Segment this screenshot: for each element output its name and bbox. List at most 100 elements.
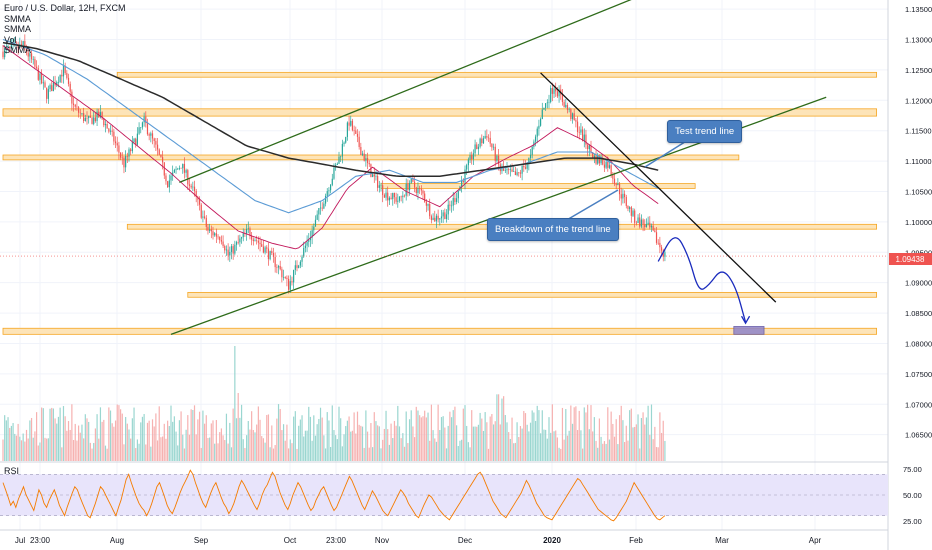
rsi-label[interactable]: RSI	[4, 466, 20, 476]
volume-bar	[571, 423, 574, 461]
volume-bar	[563, 439, 565, 461]
candle-body	[440, 216, 443, 219]
candle-body	[126, 156, 128, 157]
candle-body	[624, 193, 626, 198]
candle-body	[204, 216, 206, 218]
volume-bar	[402, 433, 404, 461]
volume-bar	[239, 417, 241, 461]
volume-bar	[83, 438, 85, 461]
volume-bar	[57, 416, 60, 461]
candle-body	[299, 261, 301, 266]
candle-body	[526, 163, 528, 169]
volume-bar	[447, 425, 449, 461]
volume-bar	[276, 418, 278, 461]
candle-body	[605, 161, 607, 168]
candle-body	[125, 156, 127, 168]
candle-body	[276, 267, 278, 268]
candle-body	[387, 192, 389, 201]
projection-path[interactable]	[657, 237, 765, 335]
candle-body	[571, 113, 574, 120]
candle-body	[272, 253, 275, 257]
indicator-smma-3[interactable]: SMMA	[4, 45, 31, 55]
candle-body	[645, 224, 648, 228]
indicator-smma-2[interactable]: SMMA	[4, 24, 31, 34]
candle-body	[582, 129, 584, 141]
candle-body	[484, 136, 486, 139]
volume-bar	[400, 438, 402, 461]
volume-bar	[659, 412, 661, 461]
volume-bar	[12, 423, 14, 461]
volume-bar	[459, 440, 461, 461]
price-tick-label: 1.10500	[905, 187, 932, 196]
volume-bar	[288, 448, 290, 461]
chart-legend: Euro / U.S. Dollar, 12H, FXCM SMMA SMMA …	[4, 3, 126, 56]
volume-bar	[620, 405, 622, 461]
breakdown-callout[interactable]: Breakdown of the trend line	[487, 218, 619, 241]
candle-body	[187, 170, 189, 185]
candle-body	[64, 65, 66, 74]
candle-body	[514, 171, 516, 176]
time-tick-label: Jul	[15, 536, 25, 545]
candle-body	[467, 159, 469, 166]
candle-body	[27, 52, 29, 57]
candle-body	[44, 82, 46, 88]
volume-bar	[272, 448, 275, 461]
candle-body	[264, 247, 266, 253]
trend-lines[interactable]	[0, 0, 888, 335]
volume-bar	[37, 445, 39, 461]
volume-bar	[17, 423, 19, 461]
rsi-tick-label: 75.00	[903, 465, 922, 474]
volume-bar	[29, 420, 31, 461]
candle-body	[523, 166, 525, 168]
candle-body	[25, 46, 28, 53]
volume-bar	[617, 444, 619, 461]
volume-bar	[558, 447, 560, 461]
candle-body	[160, 154, 162, 158]
candle-body	[252, 239, 254, 242]
candle-body	[224, 246, 226, 251]
candle-body	[546, 102, 548, 104]
candle-body	[247, 228, 249, 230]
candle-body	[625, 197, 627, 206]
volume-bar	[336, 439, 338, 461]
rsi-line	[2, 469, 666, 522]
volume-bar	[193, 405, 196, 461]
volume-bar	[383, 428, 385, 461]
candle-body	[143, 116, 145, 123]
volume-bar	[30, 417, 33, 461]
candle-body	[242, 233, 244, 238]
candle-body	[267, 248, 270, 260]
candle-body	[647, 222, 649, 225]
volume-bar	[74, 423, 76, 461]
price-axis[interactable]: 1.13500 1.13000 1.12500 1.12000 1.11500 1.110…	[903, 5, 932, 526]
candle-body	[257, 240, 259, 243]
time-tick-label: 23:00	[326, 536, 347, 545]
volume-bar	[538, 410, 540, 461]
volume-bar	[323, 435, 325, 461]
candle-body	[163, 162, 165, 176]
volume-bar	[54, 418, 56, 461]
candle-body	[550, 88, 552, 102]
candle-body	[286, 277, 288, 279]
volume-bar	[430, 404, 432, 461]
volume-bar	[602, 443, 604, 461]
indicator-smma-1[interactable]: SMMA	[4, 13, 31, 24]
candle-body	[108, 128, 110, 132]
price-tick-label: 1.08000	[905, 339, 932, 348]
time-axis[interactable]: Jul 23:00 Aug Sep Oct 23:00 Nov Dec 2020 Feb Mar Ap…	[15, 536, 822, 545]
volume-bar	[167, 420, 169, 461]
candle-body	[649, 222, 651, 228]
volume-bar	[195, 434, 197, 461]
volume-bar	[657, 447, 659, 461]
time-tick-label: Oct	[284, 536, 297, 545]
candle-body	[333, 167, 335, 179]
candle-body	[138, 127, 140, 134]
volume-bar	[479, 412, 481, 461]
indicator-volume[interactable]: Vol	[4, 34, 17, 45]
smma-fast-line	[2, 45, 659, 250]
candle-body	[405, 183, 407, 196]
candle-body	[10, 44, 12, 48]
test-trend-line-callout[interactable]: Test trend line	[667, 120, 743, 143]
volume-bar	[99, 407, 102, 461]
